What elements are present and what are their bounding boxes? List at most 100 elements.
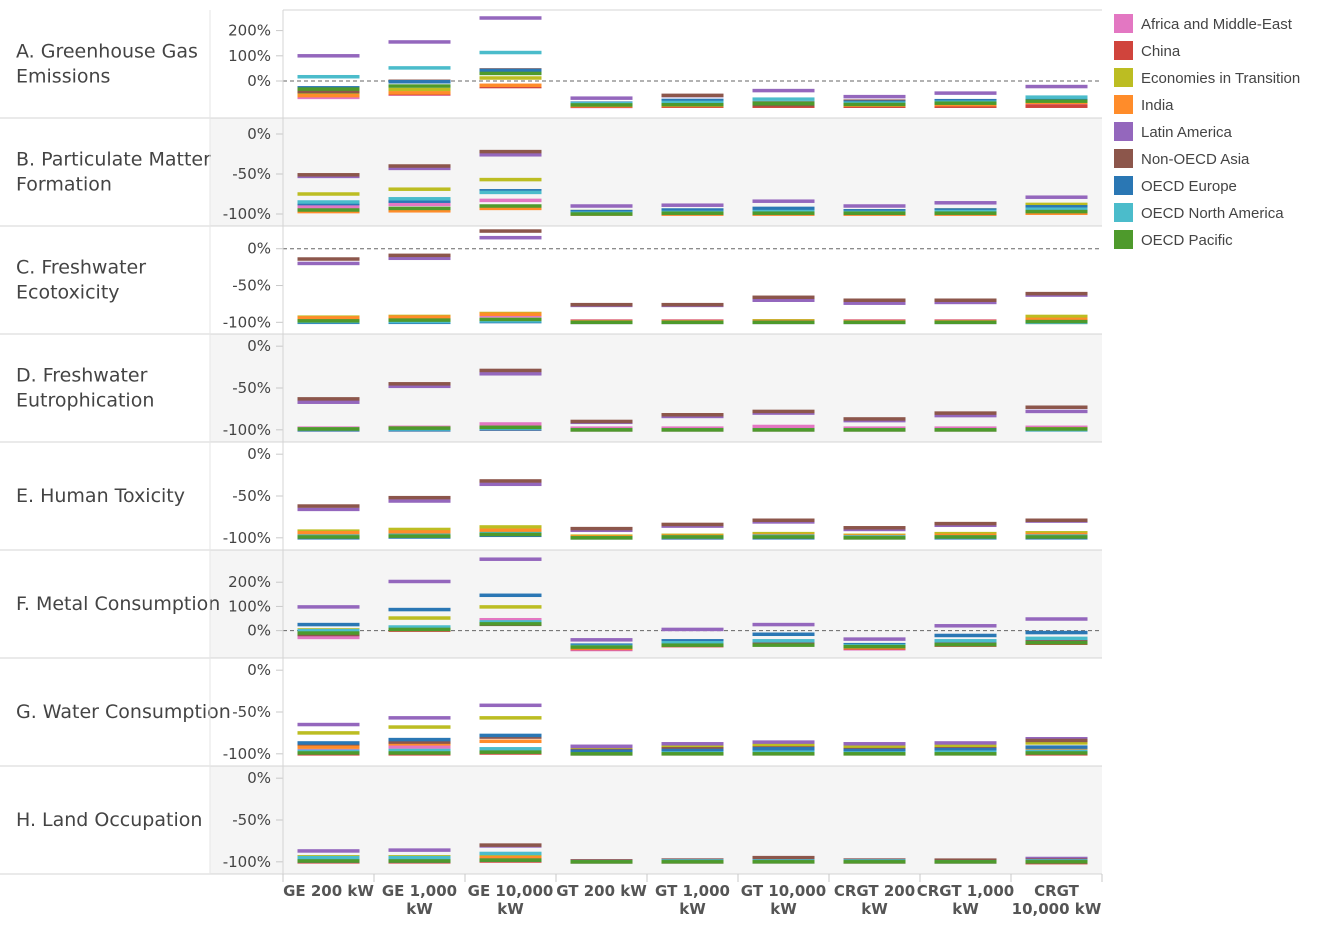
mark-oecd-pacific-crgt-200-kw [843, 644, 906, 649]
mark-oecd-pacific-ge-200-kw [297, 751, 360, 755]
mark-latin-america-ge-10-000-kw [479, 235, 542, 240]
legend-swatch-china [1114, 41, 1133, 60]
mark-non-oecd-asia-gt-1-000-kw [661, 93, 724, 98]
mark-latin-america-ge-200-kw [297, 605, 360, 609]
mark-non-oecd-asia-ge-1-000-kw [388, 253, 451, 258]
mark-oecd-north-america-ge-10-000-kw [479, 190, 542, 195]
legend-label-oecd-europe: OECD Europe [1141, 178, 1237, 195]
mark-oecd-pacific-crgt-200-kw [843, 320, 906, 325]
legend: Africa and Middle-East China Economies in … [1114, 14, 1300, 249]
mark-latin-america-crgt-10-000-kw [1025, 195, 1088, 199]
y-tick-label: 200% [228, 573, 271, 591]
mark-oecd-pacific-ge-10-000-kw [479, 858, 542, 862]
legend-swatch-oecd-pacific [1114, 230, 1133, 249]
mark-non-oecd-asia-ge-200-kw [297, 173, 360, 177]
mark-india-ge-1-000-kw [388, 530, 451, 534]
mark-africa-and-middle-east-ge-10-000-kw [479, 422, 542, 426]
mark-non-oecd-asia-gt-10-000-kw [752, 855, 815, 860]
mark-non-oecd-asia-gt-200-kw [570, 526, 633, 531]
mark-non-oecd-asia-ge-1-000-kw [388, 164, 451, 168]
legend-label-oecd-north-america: OECD North America [1141, 205, 1284, 222]
mark-latin-america-ge-10-000-kw [479, 557, 542, 561]
y-tick-label: -100% [223, 205, 271, 223]
mark-non-oecd-asia-ge-10-000-kw [479, 479, 542, 483]
mark-economies-in-transition-ge-10-000-kw [479, 525, 542, 529]
mark-latin-america-ge-200-kw [297, 54, 360, 58]
mark-latin-america-ge-10-000-kw [479, 16, 542, 20]
mark-latin-america-ge-1-000-kw [388, 384, 451, 389]
mark-oecd-pacific-gt-10-000-kw [752, 860, 815, 864]
mark-oecd-pacific-ge-10-000-kw [479, 71, 542, 76]
mark-oecd-pacific-crgt-10-000-kw [1025, 209, 1088, 214]
mark-latin-america-ge-200-kw [297, 261, 360, 266]
mark-economies-in-transition-ge-1-000-kw [388, 87, 451, 92]
mark-non-oecd-asia-crgt-1-000-kw [934, 298, 997, 302]
legend-label-india: India [1141, 97, 1174, 114]
mark-oecd-pacific-gt-200-kw [570, 860, 633, 864]
mark-oecd-pacific-ge-10-000-kw [479, 425, 542, 430]
mark-non-oecd-asia-crgt-10-000-kw [1025, 291, 1088, 296]
mark-oecd-pacific-crgt-200-kw [843, 102, 906, 107]
mark-oecd-pacific-crgt-10-000-kw [1025, 319, 1088, 324]
legend-label-non-oecd-asia: Non-OECD Asia [1141, 151, 1250, 168]
panel-title: F. Metal Consumption [16, 593, 220, 615]
row-labels: A. Greenhouse Gas Emissions B. Particulate… [16, 41, 231, 832]
legend-swatch-africa-and-middle-east [1114, 14, 1133, 33]
mark-oecd-north-america-ge-200-kw [297, 855, 360, 860]
mark-india-ge-1-000-kw [388, 315, 451, 319]
mark-oecd-pacific-gt-200-kw [570, 428, 633, 432]
mark-india-crgt-10-000-kw [1025, 317, 1088, 322]
mark-oecd-pacific-ge-200-kw [297, 859, 360, 863]
mark-latin-america-gt-10-000-kw [752, 622, 815, 627]
y-tick-label: -100% [223, 421, 271, 439]
mark-oecd-pacific-ge-200-kw [297, 319, 360, 323]
mark-oecd-north-america-crgt-10-000-kw [1025, 636, 1088, 641]
mark-oecd-north-america-ge-10-000-kw [479, 851, 542, 856]
mark-oecd-pacific-ge-10-000-kw [479, 622, 542, 626]
mark-non-oecd-asia-ge-200-kw [297, 89, 360, 94]
y-tick-label: -100% [223, 529, 271, 547]
mark-non-oecd-asia-gt-10-000-kw [752, 295, 815, 300]
mark-economies-in-transition-ge-10-000-kw [479, 76, 542, 80]
mark-oecd-europe-gt-1-000-kw [661, 208, 724, 212]
mark-economies-in-transition-crgt-10-000-kw [1025, 741, 1088, 745]
mark-latin-america-ge-1-000-kw [388, 256, 451, 261]
mark-oecd-europe-gt-10-000-kw [752, 206, 815, 211]
category-label: CRGT 10,000 kW [1012, 882, 1102, 918]
mark-latin-america-crgt-1-000-kw [934, 624, 997, 628]
y-tick-label: 0% [247, 445, 271, 463]
mark-oecd-north-america-gt-1-000-kw [661, 100, 724, 105]
mark-economies-in-transition-crgt-10-000-kw [1025, 202, 1088, 207]
mark-latin-america-crgt-1-000-kw [934, 741, 997, 745]
mark-latin-america-gt-1-000-kw [661, 627, 724, 632]
mark-latin-america-crgt-10-000-kw [1025, 617, 1088, 621]
mark-oecd-pacific-gt-200-kw [570, 645, 633, 649]
mark-non-oecd-asia-ge-200-kw [297, 257, 360, 261]
mark-oecd-europe-gt-1-000-kw [661, 98, 724, 103]
mark-oecd-pacific-crgt-1-000-kw [934, 535, 997, 539]
mark-oecd-north-america-ge-200-kw [297, 628, 360, 633]
panel-title: E. Human Toxicity [16, 485, 185, 507]
mark-economies-in-transition-ge-1-000-kw [388, 527, 451, 532]
y-axis-ticks: 200% 100% 0% 0% -50% -100% 0% -50% -100% 0% -50% -1… [223, 22, 283, 871]
mark-oecd-europe-gt-10-000-kw [752, 747, 815, 751]
mark-oecd-europe-ge-200-kw [297, 741, 360, 745]
mark-india-ge-10-000-kw [479, 206, 542, 211]
mark-africa-and-middle-east-ge-200-kw [297, 205, 360, 209]
mark-latin-america-ge-1-000-kw [388, 716, 451, 720]
mark-non-oecd-asia-gt-10-000-kw [752, 409, 815, 414]
mark-latin-america-crgt-200-kw [843, 637, 906, 641]
y-tick-label: -50% [232, 165, 271, 183]
mark-non-oecd-asia-gt-1-000-kw [661, 302, 724, 307]
mark-oecd-pacific-ge-1-000-kw [388, 751, 451, 755]
mark-oecd-europe-crgt-10-000-kw [1025, 630, 1088, 635]
mark-latin-america-gt-200-kw [570, 638, 633, 642]
mark-non-oecd-asia-gt-1-000-kw [661, 522, 724, 527]
mark-oecd-pacific-crgt-10-000-kw [1025, 860, 1088, 864]
mark-latin-america-gt-1-000-kw [661, 742, 724, 746]
mark-oecd-pacific-crgt-10-000-kw [1025, 535, 1088, 539]
mark-oecd-europe-ge-1-000-kw [388, 607, 451, 612]
y-tick-label: 0% [247, 240, 271, 258]
